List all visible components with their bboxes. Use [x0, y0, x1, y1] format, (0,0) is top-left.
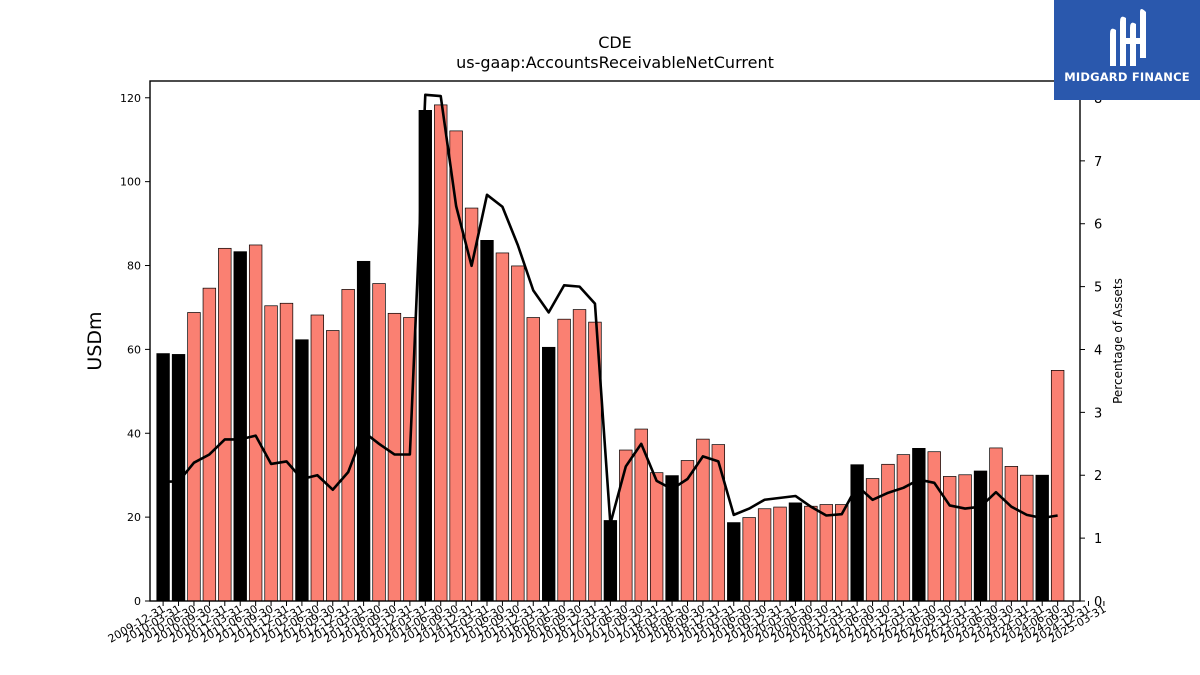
bar-annual [233, 251, 247, 602]
bar-quarterly [619, 449, 633, 602]
bar-quarterly [526, 317, 540, 602]
bar-quarterly [218, 247, 232, 602]
y-right-tick-label: 1 [1094, 532, 1102, 547]
brand-name: MIDGARD FINANCE [1064, 70, 1190, 84]
y-tick-label: 100 [120, 176, 141, 189]
bar-annual [912, 448, 926, 602]
y-right-tick-label: 5 [1094, 281, 1102, 296]
axes-group: 0204060801001200123456782009-12-312010-0… [106, 80, 1108, 646]
y-right-tick-label: 0 [1094, 595, 1102, 610]
bar-quarterly [310, 314, 325, 602]
bar-quarterly [557, 318, 571, 602]
bar-quarterly [495, 252, 510, 602]
bar-quarterly [819, 504, 833, 602]
bar-annual [542, 346, 556, 602]
y-tick-label: 40 [127, 427, 141, 440]
y-axis-right-label: Percentage of Assets [1111, 278, 1125, 404]
y-right-tick-label: 4 [1094, 343, 1102, 358]
percentage-of-assets-line [163, 93, 1058, 525]
bar-quarterly [881, 463, 895, 602]
bar-quarterly [572, 309, 587, 602]
y-right-tick-label: 6 [1094, 218, 1102, 233]
bar-quarterly [1004, 466, 1019, 602]
bar-quarterly [989, 447, 1003, 602]
y-tick-label: 80 [127, 260, 141, 273]
bar-quarterly [804, 505, 818, 602]
brand-logo: MIDGARD FINANCE [1054, 0, 1200, 100]
bar-annual [665, 475, 679, 602]
bar-annual [295, 339, 309, 602]
bar-quarterly [942, 476, 957, 602]
y-tick-label: 20 [127, 511, 141, 524]
plot-frame [149, 80, 1081, 602]
y-right-tick-label: 3 [1094, 406, 1102, 421]
bar-quarterly [248, 244, 263, 602]
bar-annual [727, 522, 741, 602]
y-tick-label: 120 [120, 92, 141, 105]
bar-group [156, 104, 1065, 602]
midgard-logo-icon [1110, 9, 1146, 67]
y-tick-label: 60 [127, 343, 141, 356]
bar-quarterly [1050, 370, 1065, 602]
bar-quarterly [387, 312, 402, 602]
bar-quarterly [649, 472, 664, 602]
bar-quarterly [434, 104, 448, 602]
bar-quarterly [896, 454, 911, 602]
bar-quarterly [202, 287, 217, 602]
y-tick-label: 0 [134, 595, 141, 608]
bar-quarterly [511, 265, 525, 602]
chart-subtitle: us-gaap:AccountsReceivableNetCurrent [456, 53, 774, 72]
bar-quarterly [835, 504, 849, 602]
bar-quarterly [341, 289, 355, 602]
chart-title: CDE [598, 33, 632, 52]
bar-quarterly [773, 506, 787, 602]
bar-annual [1035, 474, 1049, 602]
bar-quarterly [742, 517, 756, 602]
y-right-tick-label: 7 [1094, 155, 1102, 170]
bar-annual [603, 520, 618, 602]
bar-quarterly [757, 508, 772, 602]
bar-quarterly [326, 330, 340, 602]
bar-quarterly [279, 302, 294, 602]
bar-annual [973, 470, 988, 602]
bar-quarterly [958, 474, 972, 602]
percentage-line-group [163, 93, 1058, 525]
bar-annual [788, 502, 803, 602]
bar-quarterly [927, 451, 941, 602]
bar-annual [480, 240, 494, 602]
y-right-tick-label: 2 [1094, 469, 1102, 484]
bar-quarterly [711, 444, 726, 602]
bar-quarterly [187, 312, 201, 602]
bar-annual [156, 353, 170, 602]
bar-quarterly [1020, 474, 1034, 602]
y-axis-label: USDm [84, 311, 106, 370]
